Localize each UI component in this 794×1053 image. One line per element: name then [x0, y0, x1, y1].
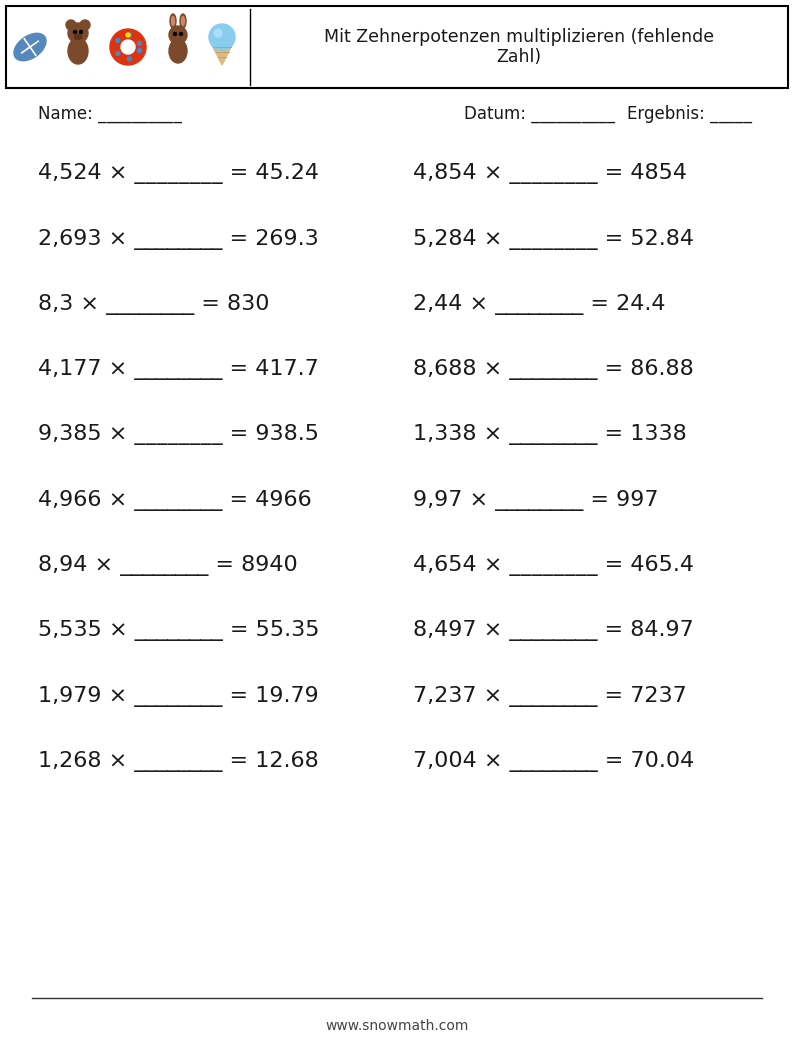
Ellipse shape	[169, 39, 187, 63]
Text: Name: __________: Name: __________	[38, 104, 182, 123]
Ellipse shape	[14, 34, 46, 61]
Text: 9,385 × ________ = 938.5: 9,385 × ________ = 938.5	[38, 424, 319, 445]
Text: www.snowmath.com: www.snowmath.com	[326, 1018, 468, 1033]
Text: 7,004 × ________ = 70.04: 7,004 × ________ = 70.04	[413, 751, 694, 772]
Circle shape	[80, 20, 90, 29]
Text: 9,97 × ________ = 997: 9,97 × ________ = 997	[413, 490, 658, 511]
Circle shape	[128, 33, 132, 37]
Text: 7,237 × ________ = 7237: 7,237 × ________ = 7237	[413, 686, 687, 707]
Circle shape	[128, 57, 132, 61]
Ellipse shape	[180, 14, 186, 28]
Circle shape	[121, 40, 135, 54]
Circle shape	[116, 39, 120, 42]
Text: Ergebnis: _____: Ergebnis: _____	[627, 104, 752, 123]
Text: 1,338 × ________ = 1338: 1,338 × ________ = 1338	[413, 424, 687, 445]
Text: 1,979 × ________ = 19.79: 1,979 × ________ = 19.79	[38, 686, 319, 707]
Ellipse shape	[170, 14, 176, 28]
Circle shape	[68, 23, 88, 43]
Text: 2,44 × ________ = 24.4: 2,44 × ________ = 24.4	[413, 294, 665, 315]
Text: 5,535 × ________ = 55.35: 5,535 × ________ = 55.35	[38, 620, 320, 641]
Text: 2,693 × ________ = 269.3: 2,693 × ________ = 269.3	[38, 229, 319, 250]
Text: 8,3 × ________ = 830: 8,3 × ________ = 830	[38, 294, 270, 315]
Text: 1,268 × ________ = 12.68: 1,268 × ________ = 12.68	[38, 751, 319, 772]
Text: 8,497 × ________ = 84.97: 8,497 × ________ = 84.97	[413, 620, 694, 641]
Ellipse shape	[68, 38, 88, 64]
Circle shape	[209, 24, 235, 49]
Text: 4,854 × ________ = 4854: 4,854 × ________ = 4854	[413, 163, 687, 184]
Circle shape	[174, 33, 176, 36]
Text: 8,688 × ________ = 86.88: 8,688 × ________ = 86.88	[413, 359, 694, 380]
Text: Mit Zehnerpotenzen multiplizieren (fehlende
Zahl): Mit Zehnerpotenzen multiplizieren (fehle…	[324, 27, 714, 66]
Circle shape	[110, 29, 146, 65]
Circle shape	[169, 26, 187, 44]
Circle shape	[137, 48, 141, 53]
Circle shape	[79, 31, 83, 34]
Circle shape	[137, 41, 141, 45]
Circle shape	[179, 33, 183, 36]
Text: 4,177 × ________ = 417.7: 4,177 × ________ = 417.7	[38, 359, 319, 380]
Circle shape	[116, 52, 120, 56]
Text: 4,966 × ________ = 4966: 4,966 × ________ = 4966	[38, 490, 312, 511]
Text: 8,94 × ________ = 8940: 8,94 × ________ = 8940	[38, 555, 298, 576]
Ellipse shape	[75, 35, 82, 40]
Circle shape	[126, 33, 130, 37]
Ellipse shape	[172, 17, 175, 25]
Text: 5,284 × ________ = 52.84: 5,284 × ________ = 52.84	[413, 229, 694, 250]
Circle shape	[66, 20, 76, 29]
Text: 4,654 × ________ = 465.4: 4,654 × ________ = 465.4	[413, 555, 694, 576]
Circle shape	[214, 29, 222, 37]
Text: 4,524 × ________ = 45.24: 4,524 × ________ = 45.24	[38, 163, 319, 184]
Text: Datum: __________: Datum: __________	[464, 104, 615, 123]
FancyBboxPatch shape	[6, 6, 788, 88]
Circle shape	[74, 31, 76, 34]
Polygon shape	[212, 45, 232, 65]
Ellipse shape	[182, 17, 184, 25]
